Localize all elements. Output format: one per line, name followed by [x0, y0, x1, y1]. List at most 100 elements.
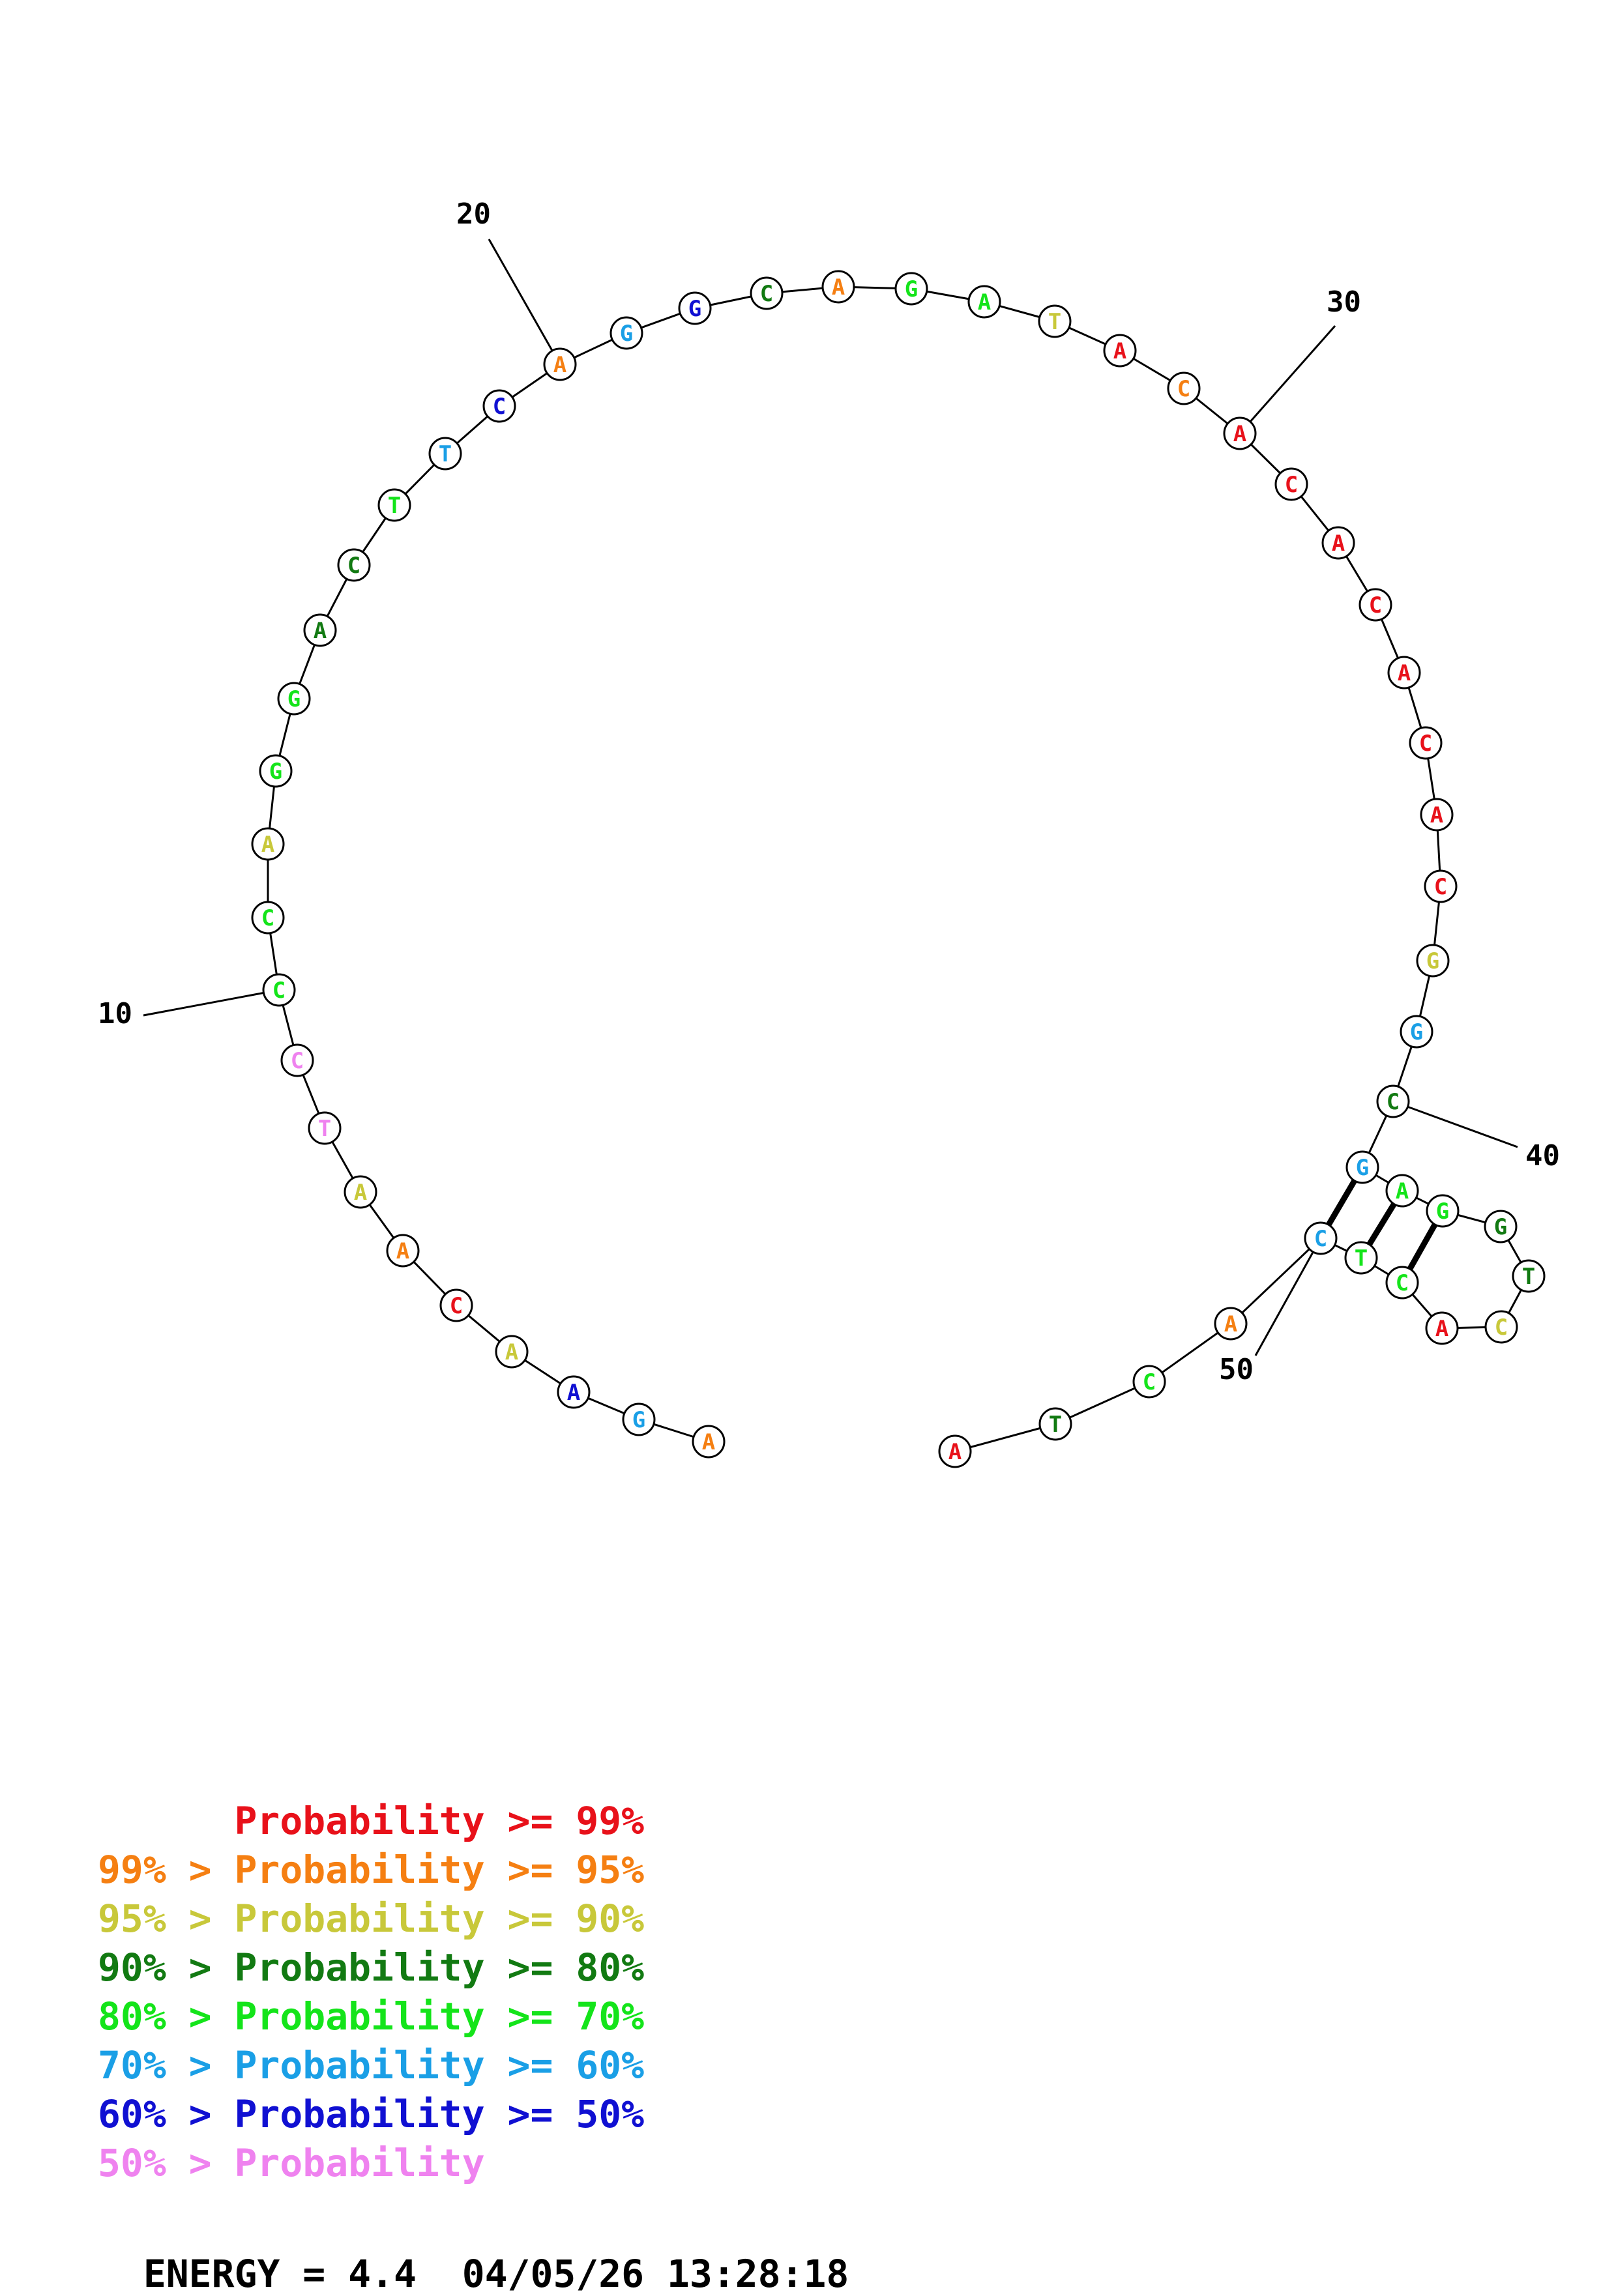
nucleotide-circle	[439, 1288, 473, 1322]
nucleotide-base: A	[1430, 802, 1443, 828]
nucleotide-base: G	[688, 296, 701, 322]
nucleotide-circle	[1385, 1266, 1419, 1300]
legend-label: Probability	[234, 1945, 485, 1990]
nucleotide: G	[259, 754, 293, 788]
nucleotide: A	[967, 285, 1001, 319]
nucleotide-base: C	[1143, 1369, 1156, 1395]
nucleotide-circle	[1321, 526, 1355, 560]
nucleotide-base: C	[1314, 1226, 1327, 1252]
nucleotide-base: C	[347, 553, 360, 579]
legend-prefix: 99% >	[98, 1848, 235, 1892]
nucleotide-base: A	[978, 289, 991, 315]
nucleotide-circle	[1387, 656, 1421, 690]
legend-label: Probability	[234, 2092, 485, 2136]
nucleotide-circle	[1484, 1310, 1518, 1344]
legend-prefix: 80% >	[98, 1994, 235, 2039]
nucleotide-circle	[251, 901, 285, 935]
nucleotide: A	[251, 827, 285, 861]
nucleotide-base: G	[1436, 1199, 1449, 1225]
nucleotide-base: C	[1387, 1089, 1400, 1115]
nucleotide-base: C	[450, 1293, 463, 1319]
base-pair-bonds	[1318, 1165, 1445, 1285]
nucleotide-base: C	[493, 394, 506, 420]
nucleotide-base: C	[1285, 472, 1298, 498]
nucleotide: A	[344, 1175, 377, 1209]
nucleotide-base: C	[1419, 731, 1432, 757]
nucleotide-base: A	[261, 832, 274, 858]
nucleotide: T	[1038, 1407, 1072, 1441]
backbone-link	[1229, 1237, 1322, 1325]
nucleotide-base: A	[567, 1380, 580, 1406]
nucleotide-base: G	[620, 321, 633, 347]
nucleotide: T	[1344, 1241, 1378, 1275]
nucleotide: A	[1387, 656, 1421, 690]
nucleotide-base: A	[832, 274, 845, 300]
nucleotide-base: A	[1224, 1311, 1237, 1337]
legend-threshold: 60%	[576, 2043, 645, 2087]
nucleotide: T	[428, 437, 462, 471]
nucleotide-circle	[277, 682, 311, 716]
nucleotide-base: T	[388, 493, 401, 519]
index-label: 30	[1327, 285, 1361, 319]
legend-label: Probability	[234, 1896, 485, 1941]
nucleotide: G	[622, 1402, 656, 1436]
nucleotide-circle	[495, 1335, 529, 1369]
nucleotide: A	[938, 1434, 972, 1468]
nucleotide-circle	[337, 548, 371, 582]
nucleotide-circle	[750, 276, 784, 310]
nucleotide-circle	[1424, 869, 1458, 903]
legend-row: 70% > Probability >= 60%	[98, 2046, 644, 2084]
nucleotide-circle	[1167, 371, 1201, 405]
nucleotide-circle	[482, 389, 516, 423]
nucleotide: T	[308, 1111, 342, 1145]
nucleotide-base: A	[702, 1429, 715, 1455]
nucleotide-base: G	[1426, 948, 1439, 974]
nucleotide-base: A	[1113, 338, 1126, 364]
nucleotide: C	[280, 1043, 314, 1077]
nucleotide-base: G	[1410, 1019, 1423, 1045]
nucleotide: G	[277, 682, 311, 716]
nucleotide-base: T	[439, 441, 452, 467]
backbone-link	[954, 1423, 1056, 1453]
nucleotide-circle	[428, 437, 462, 471]
nucleotide-circle	[1038, 304, 1072, 338]
index-tick-line	[488, 239, 561, 365]
nucleotide-circle	[1385, 1174, 1419, 1208]
nucleotide: C	[1385, 1266, 1419, 1300]
nucleotide: A	[557, 1375, 591, 1409]
nucleotide: C	[439, 1288, 473, 1322]
nucleotide-base: G	[1494, 1214, 1507, 1240]
nucleotide-base: C	[272, 978, 286, 1004]
nucleotide-circle	[1484, 1210, 1518, 1243]
nucleotide: G	[1426, 1194, 1460, 1228]
nucleotide: G	[894, 272, 928, 306]
legend-row: 90% > Probability >= 80%	[98, 1949, 644, 1986]
nucleotide: C	[1359, 588, 1392, 622]
nucleotide-base: T	[1048, 309, 1061, 335]
nucleotide: A	[1385, 1174, 1419, 1208]
nucleotide-base: G	[269, 759, 282, 785]
nucleotide-circle	[344, 1175, 377, 1209]
nucleotide-base: A	[1396, 1178, 1409, 1204]
index-ticks: 10 20 30 40 50	[98, 197, 1560, 1386]
nucleotide: G	[1416, 944, 1450, 978]
nucleotide-circle	[1359, 588, 1392, 622]
index-tick-line	[1392, 1100, 1518, 1148]
nucleotide-circle	[938, 1434, 972, 1468]
nucleotide-circle	[1304, 1221, 1338, 1255]
nucleotide-circle	[1426, 1194, 1460, 1228]
nucleotide-circle	[894, 272, 928, 306]
nucleotide: G	[678, 291, 712, 325]
nucleotide: A	[495, 1335, 529, 1369]
nucleotide: C	[750, 276, 784, 310]
nucleotide: G	[1400, 1015, 1433, 1049]
legend-row: 60% > Probability >= 50%	[98, 2095, 644, 2133]
legend-prefix: 60% >	[98, 2092, 235, 2136]
nucleotide-circle	[1409, 726, 1443, 760]
nucleotide-circle	[262, 973, 296, 1007]
nucleotide-circle	[1274, 467, 1308, 501]
nucleotide-circle	[303, 613, 337, 647]
nucleotide-base: C	[760, 281, 773, 307]
nucleotide: C	[1132, 1365, 1166, 1399]
